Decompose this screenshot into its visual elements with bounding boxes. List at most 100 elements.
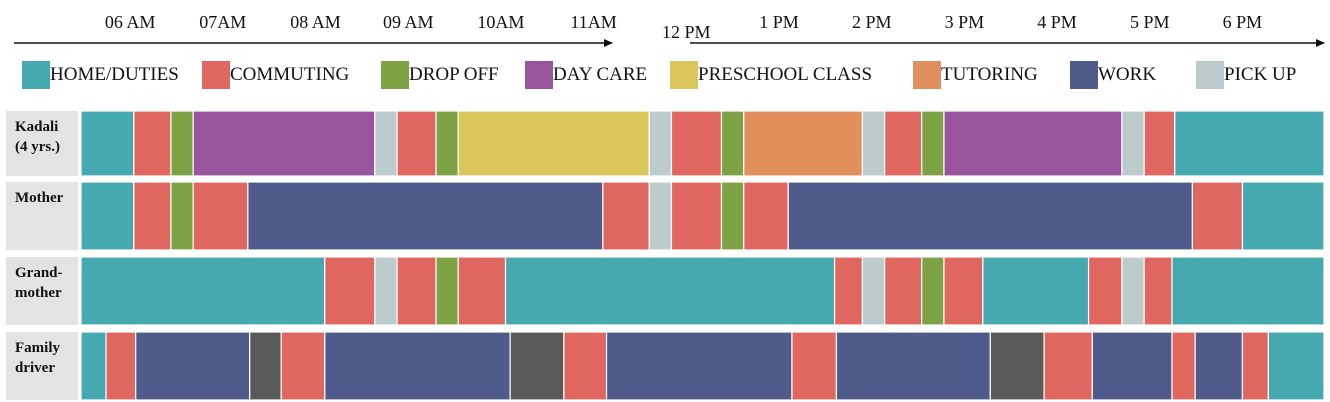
legend-swatch (913, 61, 941, 89)
row-label-line: Family (15, 340, 60, 356)
segment-daycare (943, 110, 1123, 177)
segment-commute (602, 181, 650, 251)
legend-swatch (22, 61, 50, 89)
segment-pickup (648, 181, 673, 251)
segment-commute (396, 110, 437, 177)
segment-work (324, 331, 511, 401)
time-tick-label: 2 PM (852, 12, 892, 32)
segment-home (80, 256, 326, 326)
time-tick-label: 1 PM (759, 12, 799, 32)
legend-swatch (202, 61, 230, 89)
time-tick-label: 10AM (477, 12, 524, 32)
segment-commute (1241, 331, 1269, 401)
segment-commute (1191, 181, 1244, 251)
segment-commute (670, 110, 723, 177)
segment-other (509, 331, 565, 401)
time-tick-label: 08 AM (290, 12, 341, 32)
legend-label: PICK UP (1224, 64, 1297, 85)
segment-commute (396, 256, 437, 326)
legend-item-dropoff: DROP OFF (381, 60, 499, 90)
row-label-line: Kadali (15, 119, 59, 135)
row-label: Grand-mother (6, 257, 78, 325)
segment-home (1171, 256, 1325, 326)
segment-commute (133, 181, 172, 251)
segment-home (80, 331, 107, 401)
segment-commute (1171, 331, 1196, 401)
segment-tutoring (743, 110, 864, 177)
time-tick-label: 12 PM (662, 22, 711, 42)
legend-item-daycare: DAY CARE (525, 60, 647, 90)
segment-pickup (861, 256, 886, 326)
time-tick-label: 11AM (570, 12, 616, 32)
segment-work (1194, 331, 1244, 401)
segment-dropoff (170, 181, 194, 251)
segment-dropoff (720, 181, 745, 251)
segment-work (787, 181, 1193, 251)
segment-dropoff (170, 110, 194, 177)
segment-commute (563, 331, 608, 401)
schedule-bars (80, 110, 1325, 401)
legend-label: DAY CARE (553, 64, 648, 85)
segment-home (1267, 331, 1325, 401)
segment-dropoff (921, 110, 945, 177)
segment-pickup (374, 110, 398, 177)
legend-label: COMMUTING (230, 64, 350, 85)
time-tick-label: 09 AM (383, 12, 434, 32)
time-tick-label: 07AM (199, 12, 246, 32)
segment-commute (192, 181, 249, 251)
legend-swatch (1196, 61, 1224, 89)
legend-item-tutoring: TUTORING (913, 60, 1038, 90)
segment-dropoff (435, 110, 459, 177)
legend-label: HOME/DUTIES (50, 64, 179, 85)
row-label-line: driver (15, 360, 55, 376)
segment-commute (1043, 331, 1093, 401)
row-label-line: (4 yrs.) (15, 139, 60, 155)
segment-commute (884, 256, 923, 326)
segment-commute (324, 256, 376, 326)
legend-item-pickup: PICK UP (1196, 60, 1296, 90)
row-label-line: mother (15, 285, 62, 301)
time-tick-label: 06 AM (105, 12, 156, 32)
segment-pickup (1121, 110, 1145, 177)
legend-item-home: HOME/DUTIES (22, 60, 179, 90)
segment-commute (791, 331, 838, 401)
legend-swatch (670, 61, 698, 89)
segment-dropoff (921, 256, 945, 326)
segment-commute (280, 331, 326, 401)
segment-daycare (192, 110, 376, 177)
segment-pickup (648, 110, 673, 177)
row-label: Mother (6, 182, 78, 250)
legend-item-work: WORK (1070, 60, 1156, 90)
segment-work (605, 331, 793, 401)
segment-home (80, 110, 135, 177)
legend-swatch (381, 61, 409, 89)
row-label: Family driver (6, 332, 78, 400)
row-label: Kadali (4 yrs.) (6, 111, 78, 176)
segment-commute (457, 256, 507, 326)
segment-pickup (861, 110, 886, 177)
segment-pickup (374, 256, 398, 326)
segment-commute (105, 331, 137, 401)
segment-commute (670, 181, 723, 251)
legend-swatch (525, 61, 553, 89)
legend-label: TUTORING (941, 64, 1038, 85)
segment-commute (1087, 256, 1123, 326)
legend-swatch (1070, 61, 1098, 89)
legend: HOME/DUTIES COMMUTING DROP OFF DAY CARE PRES… (0, 60, 1330, 94)
segment-commute (743, 181, 789, 251)
segment-work (1091, 331, 1173, 401)
segment-commute (133, 110, 172, 177)
segment-work (135, 331, 251, 401)
time-tick-label: 6 PM (1223, 12, 1263, 32)
row-label-line: Grand- (15, 265, 63, 281)
segment-other (249, 331, 282, 401)
time-tick-labels: 06 AM 07AM 08 AM 09 AM 10AM 11AM 12 PM 1 PM 2 PM… (105, 12, 1262, 42)
time-tick-label: 5 PM (1130, 12, 1170, 32)
segment-work (247, 181, 604, 251)
segment-other (989, 331, 1045, 401)
segment-home (982, 256, 1090, 326)
segment-dropoff (720, 110, 745, 177)
time-tick-label: 3 PM (945, 12, 985, 32)
legend-label: WORK (1098, 64, 1157, 85)
legend-label: DROP OFF (409, 64, 499, 85)
